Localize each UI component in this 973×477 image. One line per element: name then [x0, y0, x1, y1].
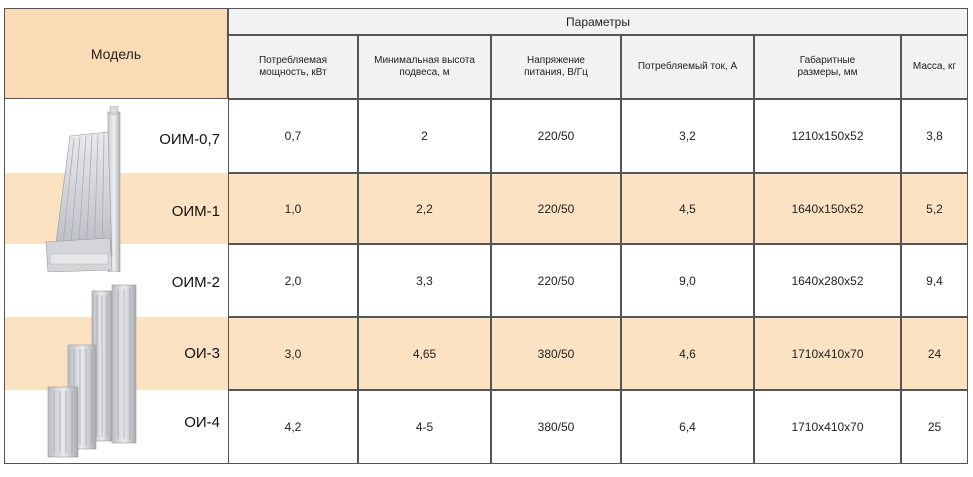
col-header-voltage: Напряжение питания, В/Гц	[491, 35, 621, 99]
row-3-dimensions: 1640x280x52	[754, 244, 901, 317]
row-5-current: 6,4	[621, 390, 754, 464]
row-3-voltage: 220/50	[491, 244, 621, 317]
row-1-current: 3,2	[621, 99, 754, 173]
row-1-dimensions: 1210x150x52	[754, 99, 901, 173]
row-5-power: 4,2	[228, 390, 358, 464]
row-3-power: 2,0	[228, 244, 358, 317]
row-3-mass: 9,4	[901, 244, 968, 317]
row-4-mass: 24	[901, 317, 968, 390]
model-name-oim-07: ОИМ-0,7	[159, 131, 220, 148]
model-col-left-border	[4, 99, 5, 464]
model-col-bottom-border	[4, 463, 228, 464]
specs-table: Модель Параметры Потребляемая мощность, …	[4, 8, 968, 464]
col-header-power: Потребляемая мощность, кВт	[228, 35, 358, 99]
row-3-height: 3,3	[358, 244, 491, 317]
heater-oi-image	[47, 284, 137, 458]
row-2-voltage: 220/50	[491, 173, 621, 244]
col-header-current: Потребляемый ток, А	[621, 35, 754, 99]
row-5-height: 4-5	[358, 390, 491, 464]
model-header: Модель	[4, 8, 228, 99]
model-name-oim-2: ОИМ-2	[171, 274, 220, 291]
row-2-height: 2,2	[358, 173, 491, 244]
row-1-mass: 3,8	[901, 99, 968, 173]
row-1-power: 0,7	[228, 99, 358, 173]
row-3-current: 9,0	[621, 244, 754, 317]
row-2-dimensions: 1640x150x52	[754, 173, 901, 244]
row-5-voltage: 380/50	[491, 390, 621, 464]
model-name-oi-3: ОИ-3	[184, 345, 220, 362]
row-1-voltage: 220/50	[491, 99, 621, 173]
row-1-height: 2	[358, 99, 491, 173]
row-5-dimensions: 1710x410x70	[754, 390, 901, 464]
col-header-mass: Масса, кг	[901, 35, 968, 99]
heater-oim-image	[45, 106, 121, 272]
row-2-current: 4,5	[621, 173, 754, 244]
row-2-power: 1,0	[228, 173, 358, 244]
row-4-voltage: 380/50	[491, 317, 621, 390]
params-header: Параметры	[228, 8, 968, 35]
row-5-mass: 25	[901, 390, 968, 464]
row-4-dimensions: 1710x410x70	[754, 317, 901, 390]
row-4-power: 3,0	[228, 317, 358, 390]
model-name-oi-4: ОИ-4	[184, 414, 220, 431]
col-header-height: Минимальная высота подвеса, м	[358, 35, 491, 99]
row-2-mass: 5,2	[901, 173, 968, 244]
model-name-oim-1: ОИМ-1	[171, 203, 220, 220]
row-4-current: 4,6	[621, 317, 754, 390]
col-header-dimensions: Габаритные размеры, мм	[754, 35, 901, 99]
row-4-height: 4,65	[358, 317, 491, 390]
